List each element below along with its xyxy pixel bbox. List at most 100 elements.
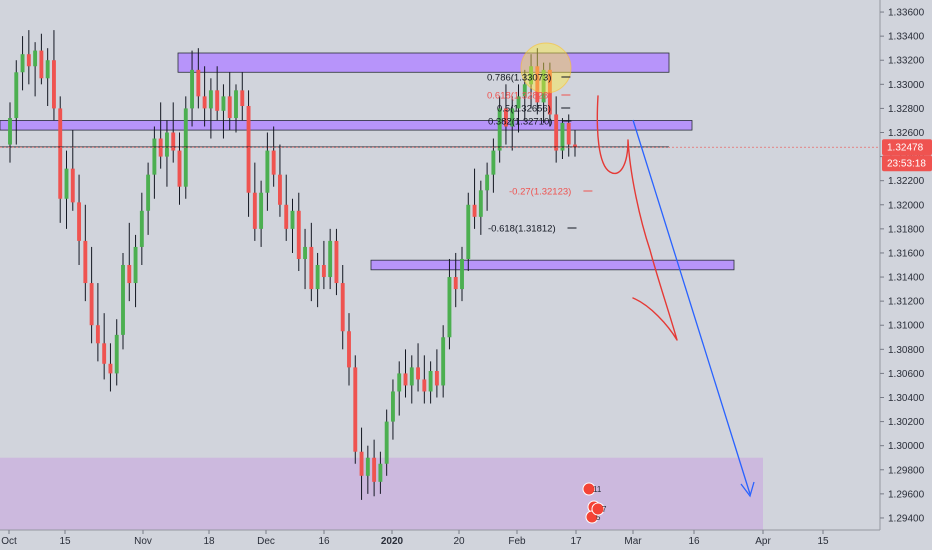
candle[interactable]	[234, 84, 238, 133]
candle[interactable]	[259, 180, 264, 247]
time-axis[interactable]: Oct 15 Nov 18 Dec 16 2020 20 Feb 17 Mar 16 Apr 15	[0, 529, 880, 547]
candle[interactable]	[397, 361, 402, 416]
last-price-badge[interactable]	[882, 139, 932, 156]
candle[interactable]	[434, 349, 439, 398]
candle[interactable]	[497, 96, 502, 163]
candle[interactable]	[227, 72, 232, 131]
candle[interactable]	[353, 355, 358, 464]
candle[interactable]	[171, 102, 176, 163]
candle[interactable]	[240, 72, 245, 121]
candle[interactable]	[14, 60, 19, 145]
candle[interactable]	[466, 192, 471, 272]
price-axis[interactable]: 1.33600 1.33400 1.33200 1.33000 1.32800 1.326…	[879, 0, 932, 550]
candle[interactable]	[45, 48, 50, 106]
candle[interactable]	[554, 96, 559, 163]
event-badge[interactable]: 11	[582, 482, 602, 496]
candle[interactable]	[334, 228, 339, 296]
candle[interactable]	[127, 222, 132, 302]
candle[interactable]	[221, 84, 226, 139]
candle[interactable]	[560, 118, 565, 159]
candle[interactable]	[196, 48, 201, 109]
candle[interactable]	[133, 234, 138, 308]
candle[interactable]	[8, 102, 12, 163]
event-badge[interactable]: 7	[591, 502, 607, 516]
candle[interactable]	[485, 162, 490, 211]
candle[interactable]	[390, 379, 395, 440]
candle[interactable]	[108, 343, 113, 392]
candle[interactable]	[516, 84, 521, 133]
candle[interactable]	[83, 204, 88, 302]
candle[interactable]	[70, 130, 75, 211]
candle[interactable]	[573, 130, 577, 157]
candle[interactable]	[340, 265, 345, 350]
candle[interactable]	[372, 439, 377, 497]
candle[interactable]	[478, 180, 483, 235]
candle[interactable]	[328, 228, 333, 290]
candle[interactable]	[277, 144, 282, 217]
candle[interactable]	[547, 62, 552, 127]
candle[interactable]	[114, 319, 119, 386]
candle[interactable]	[89, 246, 94, 344]
candle[interactable]	[146, 162, 151, 235]
candle[interactable]	[321, 240, 326, 290]
candle[interactable]	[503, 84, 508, 145]
candle[interactable]	[510, 96, 515, 151]
candle[interactable]	[347, 313, 351, 386]
candle[interactable]	[39, 33, 44, 85]
candle[interactable]	[58, 96, 63, 223]
candle[interactable]	[384, 409, 389, 476]
candle[interactable]	[309, 222, 314, 302]
candle[interactable]	[208, 78, 213, 139]
candle[interactable]	[303, 228, 308, 290]
candle[interactable]	[428, 361, 433, 404]
candle[interactable]	[529, 54, 534, 109]
candle[interactable]	[265, 132, 270, 211]
candle[interactable]	[152, 126, 157, 199]
candle[interactable]	[271, 126, 276, 187]
candle[interactable]	[403, 349, 408, 398]
resistance-zone-mid[interactable]	[0, 120, 693, 131]
projection-path-red[interactable]	[596, 95, 678, 341]
candle[interactable]	[491, 138, 496, 193]
candle[interactable]	[460, 246, 464, 302]
candle[interactable]	[416, 343, 421, 392]
candle[interactable]	[64, 150, 69, 229]
candle[interactable]	[365, 445, 370, 494]
candle[interactable]	[20, 36, 25, 91]
candle[interactable]	[215, 66, 220, 121]
candle[interactable]	[522, 69, 527, 121]
candle[interactable]	[422, 355, 427, 404]
resistance-zone-top[interactable]	[177, 52, 670, 73]
candle[interactable]	[447, 258, 452, 350]
candle[interactable]	[296, 192, 301, 272]
candle[interactable]	[158, 102, 163, 169]
candle[interactable]	[77, 174, 82, 265]
candle[interactable]	[102, 313, 107, 380]
candle[interactable]	[453, 252, 458, 308]
candle[interactable]	[26, 30, 31, 85]
projection-arrow-blue[interactable]	[632, 119, 751, 495]
candle[interactable]	[33, 42, 38, 97]
candle[interactable]	[139, 192, 144, 265]
candle[interactable]	[441, 325, 446, 398]
candle[interactable]	[284, 174, 289, 241]
candle[interactable]	[378, 451, 383, 494]
candle[interactable]	[535, 48, 540, 115]
candle[interactable]	[359, 427, 364, 500]
candle[interactable]	[164, 120, 169, 187]
candle[interactable]	[183, 96, 188, 199]
candle[interactable]	[290, 198, 295, 253]
support-zone-mid[interactable]	[370, 259, 735, 271]
candle[interactable]	[95, 283, 100, 362]
candle[interactable]	[177, 132, 182, 205]
candle[interactable]	[190, 50, 195, 127]
candle[interactable]	[51, 30, 56, 121]
candle[interactable]	[409, 355, 414, 404]
candle[interactable]	[472, 168, 477, 229]
candle[interactable]	[315, 252, 320, 308]
candle[interactable]	[246, 90, 251, 217]
highlight-circle[interactable]	[520, 42, 572, 94]
candle[interactable]	[252, 162, 257, 241]
candle[interactable]	[121, 252, 125, 350]
